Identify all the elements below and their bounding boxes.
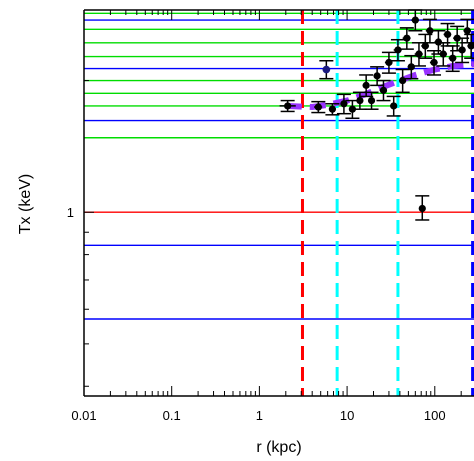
data-point-4 bbox=[336, 93, 351, 115]
data-point-13 bbox=[390, 38, 405, 62]
vertical-reference-lines bbox=[300, 10, 474, 396]
data-point-16 bbox=[404, 54, 419, 80]
marker bbox=[467, 42, 474, 50]
y-tick-label-0: 1 bbox=[67, 205, 74, 220]
data-point-30 bbox=[464, 33, 474, 59]
axes: 0.01 0.1 1 10 100 1 bbox=[67, 9, 474, 423]
data-point-21 bbox=[422, 18, 437, 44]
data-point-10 bbox=[376, 79, 391, 102]
data-point-12 bbox=[386, 95, 401, 117]
x-tick-label-1: 0.1 bbox=[163, 408, 181, 423]
marker bbox=[418, 204, 426, 213]
marker bbox=[356, 96, 364, 105]
marker bbox=[348, 105, 357, 113]
marker bbox=[284, 102, 292, 110]
highlighted-point bbox=[322, 65, 331, 74]
marker bbox=[340, 100, 348, 108]
marker bbox=[444, 30, 452, 39]
marker bbox=[379, 86, 388, 94]
marker bbox=[390, 102, 398, 110]
marker bbox=[463, 27, 471, 35]
marker bbox=[407, 63, 415, 71]
marker bbox=[362, 81, 370, 89]
x-tick-label-2: 1 bbox=[256, 408, 263, 423]
marker bbox=[367, 96, 376, 105]
data-point-0 bbox=[279, 99, 296, 113]
y-axis-label: Tx (keV) bbox=[17, 174, 34, 234]
data-point-19 bbox=[415, 195, 430, 221]
data-point-1 bbox=[311, 100, 326, 114]
data-point-15 bbox=[399, 27, 414, 50]
data-point-11 bbox=[381, 51, 396, 74]
marker bbox=[314, 103, 322, 111]
marker bbox=[458, 46, 466, 54]
marker bbox=[439, 50, 447, 58]
marker bbox=[411, 16, 419, 24]
data-point-22 bbox=[427, 50, 442, 76]
marker bbox=[434, 38, 443, 46]
x-tick-label-4: 100 bbox=[424, 408, 446, 423]
data-point-5 bbox=[345, 99, 360, 120]
marker bbox=[426, 27, 434, 35]
marker bbox=[385, 58, 393, 67]
data-points bbox=[279, 9, 474, 221]
marker bbox=[328, 105, 337, 113]
data-point-3 bbox=[325, 103, 340, 116]
horizontal-reference-lines bbox=[84, 12, 474, 320]
marker bbox=[415, 50, 423, 58]
marker bbox=[403, 34, 411, 42]
marker bbox=[449, 54, 457, 62]
x-tick-label-3: 10 bbox=[340, 408, 354, 423]
data-point-8 bbox=[364, 91, 379, 110]
x-tick-label-0: 0.01 bbox=[71, 408, 96, 423]
data-point-9 bbox=[370, 66, 385, 87]
marker bbox=[394, 46, 402, 54]
data-point-26 bbox=[445, 45, 460, 73]
marker bbox=[373, 72, 381, 80]
x-axis-label: r (kpc) bbox=[256, 439, 301, 456]
marker bbox=[421, 42, 429, 50]
data-point-17 bbox=[408, 9, 423, 32]
data-point-14 bbox=[395, 68, 410, 94]
marker bbox=[430, 58, 438, 67]
